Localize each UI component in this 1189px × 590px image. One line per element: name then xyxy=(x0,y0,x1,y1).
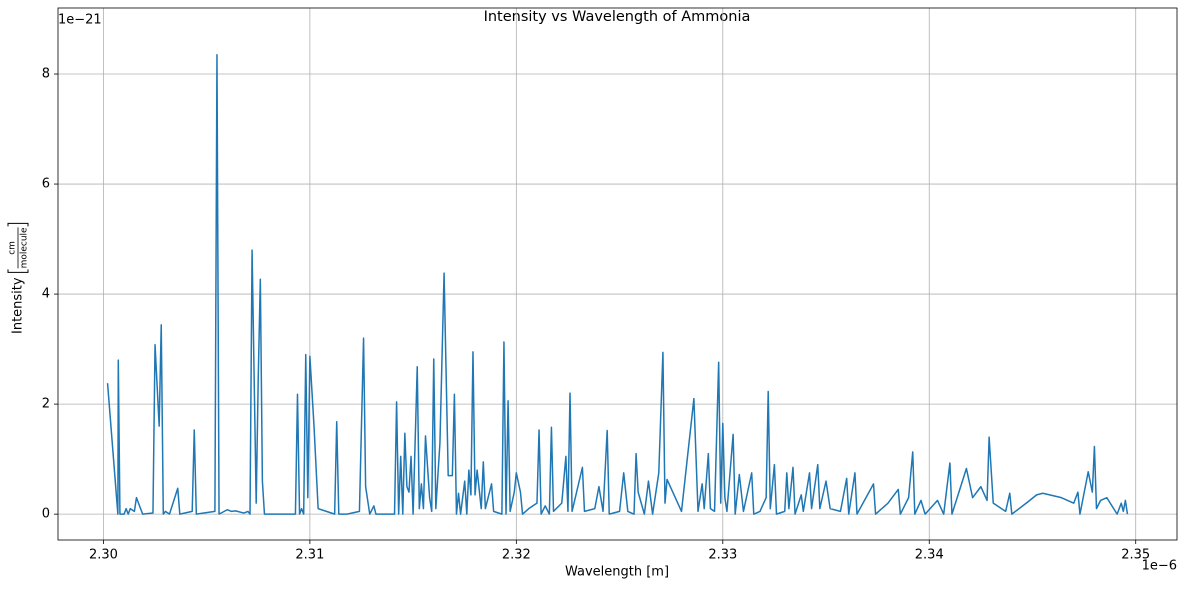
y-tick-label: 0 xyxy=(42,507,50,522)
y-offset: 1e−21 xyxy=(58,13,102,28)
x-tick-label: 2.33 xyxy=(708,548,737,563)
y-tick-label: 8 xyxy=(42,67,50,82)
x-tick-label: 2.30 xyxy=(89,548,118,563)
bracket xyxy=(7,269,29,273)
y-tick-label: 2 xyxy=(42,397,50,412)
unit-numerator: cm xyxy=(8,241,18,255)
y-tick-label: 6 xyxy=(42,177,50,192)
line xyxy=(106,54,1129,515)
x-offset: 1e−6 xyxy=(1142,559,1177,574)
grid xyxy=(58,8,1177,540)
x-tick-label: 2.32 xyxy=(502,548,531,563)
y-axis-label: Intensity cm molecule xyxy=(7,222,30,334)
bracket xyxy=(7,222,29,227)
x-tick-label: 2.31 xyxy=(295,548,324,563)
y-axis-label-text: Intensity xyxy=(11,277,26,334)
chart-title: Intensity vs Wavelength of Ammonia xyxy=(484,9,751,25)
plot-frame xyxy=(57,7,1178,541)
x-axis-label: Wavelength [m] xyxy=(565,565,669,580)
x-tick-label: 2.35 xyxy=(1121,548,1150,563)
x-tick-label: 2.34 xyxy=(915,548,944,563)
unit-denominator: molecule xyxy=(20,227,30,268)
y-tick-label: 4 xyxy=(42,287,50,302)
